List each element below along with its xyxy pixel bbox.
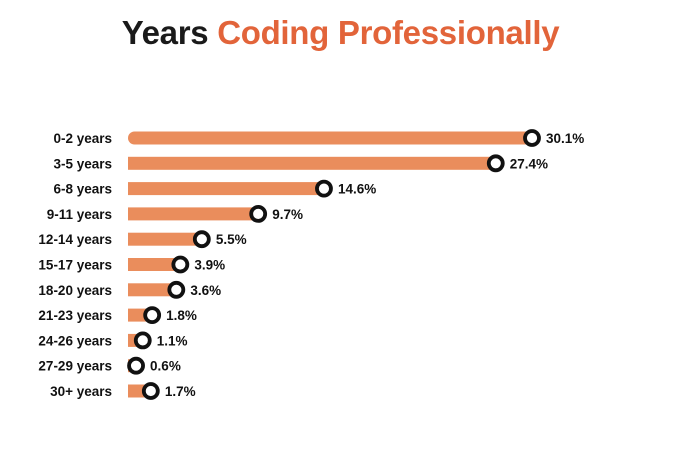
value-marker (127, 356, 145, 375)
chart-title-part2: Coding Professionally (217, 14, 560, 51)
bar-row: 18-20 years 3.6% (38, 280, 221, 299)
bar-row: 27-29 years 0.6% (38, 356, 181, 375)
value-marker (171, 255, 190, 274)
category-label: 18-20 years (38, 283, 112, 298)
chart-title: Years Coding Professionally (0, 14, 681, 52)
bar (128, 131, 532, 145)
bar-row: 21-23 years 1.8% (38, 306, 197, 325)
category-label: 12-14 years (38, 232, 112, 247)
value-label: 5.5% (216, 232, 247, 247)
bar-row: 30+ years 1.7% (50, 382, 196, 400)
value-label: 3.9% (194, 258, 225, 273)
value-marker (143, 306, 162, 325)
category-label: 21-23 years (38, 308, 112, 323)
value-label: 9.7% (272, 207, 303, 222)
value-marker (249, 204, 268, 223)
value-marker (486, 154, 505, 173)
value-marker (523, 129, 541, 147)
value-marker (315, 179, 333, 198)
category-label: 15-17 years (38, 258, 112, 273)
category-label: 30+ years (50, 384, 112, 399)
value-marker (141, 382, 160, 400)
value-marker (167, 280, 186, 299)
chart-title-part1: Years (121, 14, 209, 51)
bar-row: 15-17 years 3.9% (38, 255, 225, 274)
category-label: 0-2 years (53, 131, 112, 146)
value-marker (133, 331, 152, 350)
category-label: 6-8 years (53, 182, 112, 197)
bar-row: 9-11 years 9.7% (47, 204, 303, 223)
bar (128, 207, 259, 221)
category-label: 3-5 years (53, 156, 112, 171)
category-label: 9-11 years (47, 207, 112, 222)
value-label: 3.6% (190, 283, 221, 298)
value-label: 27.4% (510, 156, 548, 171)
bar-row: 0-2 years 30.1% (53, 129, 584, 147)
bar-row: 12-14 years 5.5% (38, 230, 247, 249)
value-marker (192, 230, 211, 249)
value-label: 1.7% (165, 384, 196, 399)
bar (128, 232, 202, 246)
bar-row: 24-26 years 1.1% (38, 331, 188, 350)
bar (128, 182, 324, 196)
value-label: 30.1% (546, 131, 584, 146)
value-label: 14.6% (338, 182, 376, 197)
bar (128, 258, 181, 271)
value-label: 1.1% (157, 333, 188, 348)
bar-row: 6-8 years 14.6% (53, 179, 376, 198)
category-label: 27-29 years (38, 359, 112, 374)
bar (128, 283, 177, 297)
bar (128, 156, 496, 170)
value-label: 0.6% (150, 359, 181, 374)
value-label: 1.8% (166, 308, 197, 323)
category-label: 24-26 years (38, 333, 112, 348)
bar-row: 3-5 years 27.4% (53, 154, 548, 173)
bars-layer: 0-2 years 30.1% 3-5 years 27.4% 6-8 years 14.… (38, 129, 584, 400)
